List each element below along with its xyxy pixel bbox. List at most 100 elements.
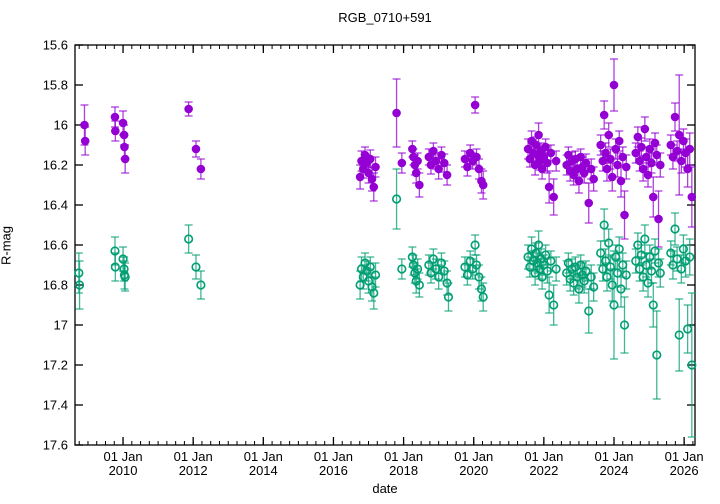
data-point-filled bbox=[80, 120, 89, 130]
data-point-open bbox=[74, 280, 85, 290]
data-point-filled bbox=[655, 160, 665, 170]
data-point-filled bbox=[191, 144, 201, 154]
data-point-open bbox=[414, 280, 424, 290]
x-tick-label-year: 2018 bbox=[389, 463, 418, 478]
data-point-filled bbox=[470, 100, 480, 110]
data-point-filled bbox=[601, 148, 610, 158]
data-point-filled bbox=[685, 144, 695, 154]
x-tick-label: 01 Jan bbox=[104, 449, 143, 464]
data-point-open bbox=[184, 234, 194, 244]
data-point-filled bbox=[478, 180, 488, 190]
data-point-open bbox=[584, 306, 594, 316]
y-tick-label: 17 bbox=[54, 318, 68, 333]
data-point-open bbox=[652, 350, 662, 360]
data-point-filled bbox=[574, 176, 584, 186]
data-point-open bbox=[549, 300, 559, 310]
data-point-filled bbox=[596, 140, 605, 150]
data-point-filled bbox=[392, 108, 401, 118]
data-point-open bbox=[551, 264, 561, 274]
x-axis-minor-ticks bbox=[78, 45, 694, 445]
y-tick-label: 16 bbox=[54, 118, 68, 133]
y-tick-label: 17.6 bbox=[43, 438, 68, 453]
x-tick-label-year: 2020 bbox=[459, 463, 488, 478]
x-tick-label-year: 2014 bbox=[249, 463, 278, 478]
data-point-filled bbox=[674, 130, 684, 140]
data-point-filled bbox=[635, 156, 644, 166]
x-tick-label: 01 Jan bbox=[454, 449, 493, 464]
data-point-filled bbox=[196, 164, 206, 174]
data-point-open bbox=[369, 288, 379, 298]
data-point-filled bbox=[581, 158, 591, 168]
data-point-open bbox=[607, 280, 617, 290]
data-point-filled bbox=[607, 172, 617, 182]
x-tick-label: 01 Jan bbox=[384, 449, 423, 464]
data-point-filled bbox=[442, 170, 452, 180]
x-tick-label-year: 2026 bbox=[670, 463, 699, 478]
data-point-filled bbox=[616, 176, 626, 186]
data-point-filled bbox=[637, 142, 646, 152]
data-point-open bbox=[687, 360, 697, 370]
data-point-filled bbox=[677, 156, 686, 166]
data-point-filled bbox=[80, 136, 90, 146]
data-point-filled bbox=[551, 156, 561, 166]
data-point-filled bbox=[609, 80, 619, 90]
data-point-filled bbox=[413, 156, 422, 166]
data-point-open bbox=[436, 258, 447, 268]
data-point-filled bbox=[645, 144, 655, 154]
axes bbox=[74, 44, 696, 446]
y-tick-label: 17.2 bbox=[43, 358, 68, 373]
data-point-open bbox=[397, 264, 407, 274]
data-point-filled bbox=[365, 154, 375, 164]
data-point-open bbox=[443, 292, 454, 302]
data-point-open bbox=[655, 268, 665, 278]
data-point-filled bbox=[589, 174, 598, 184]
data-point-filled bbox=[111, 126, 120, 136]
data-point-filled bbox=[599, 110, 609, 120]
data-point-filled bbox=[544, 182, 554, 192]
data-point-open bbox=[685, 252, 695, 262]
y-tick-label: 16.6 bbox=[43, 238, 68, 253]
data-point-filled bbox=[118, 118, 128, 128]
y-tick-label: 15.8 bbox=[43, 78, 68, 93]
data-point-open bbox=[478, 292, 488, 302]
series-2-points bbox=[74, 168, 697, 438]
data-point-open bbox=[365, 262, 375, 272]
data-point-filled bbox=[654, 214, 663, 224]
data-point-filled bbox=[614, 136, 624, 146]
data-point-open bbox=[636, 250, 646, 260]
y-tick-label: 16.2 bbox=[43, 158, 68, 173]
data-point-filled bbox=[633, 132, 643, 142]
data-point-filled bbox=[668, 152, 678, 162]
data-point-open bbox=[370, 270, 381, 280]
data-point-filled bbox=[648, 192, 658, 202]
data-point-open bbox=[570, 262, 581, 272]
data-point-open bbox=[589, 282, 599, 292]
data-point-open bbox=[546, 256, 556, 266]
data-point-filled bbox=[650, 138, 660, 148]
x-tick-label: 01 Jan bbox=[665, 449, 704, 464]
data-point-open bbox=[424, 260, 434, 270]
x-tick-label: 01 Jan bbox=[174, 449, 213, 464]
data-point-filled bbox=[620, 210, 629, 220]
data-point-filled bbox=[537, 164, 547, 174]
data-point-open bbox=[74, 268, 84, 278]
data-point-filled bbox=[415, 180, 424, 190]
data-point-open bbox=[648, 300, 658, 310]
data-point-filled bbox=[397, 158, 407, 168]
data-point-filled bbox=[606, 154, 615, 164]
data-point-open bbox=[574, 284, 584, 294]
data-point-filled bbox=[683, 164, 692, 174]
x-tick-label: 01 Jan bbox=[314, 449, 353, 464]
data-point-open bbox=[544, 290, 554, 300]
y-tick-label: 16.4 bbox=[43, 198, 68, 213]
data-point-filled bbox=[647, 158, 656, 168]
data-point-filled bbox=[687, 192, 697, 202]
data-point-open bbox=[646, 266, 657, 276]
data-point-filled bbox=[369, 182, 379, 192]
data-point-filled bbox=[584, 198, 594, 208]
data-point-filled bbox=[110, 112, 120, 122]
data-point-filled bbox=[120, 142, 129, 152]
y-tick-label: 15.6 bbox=[43, 38, 68, 53]
